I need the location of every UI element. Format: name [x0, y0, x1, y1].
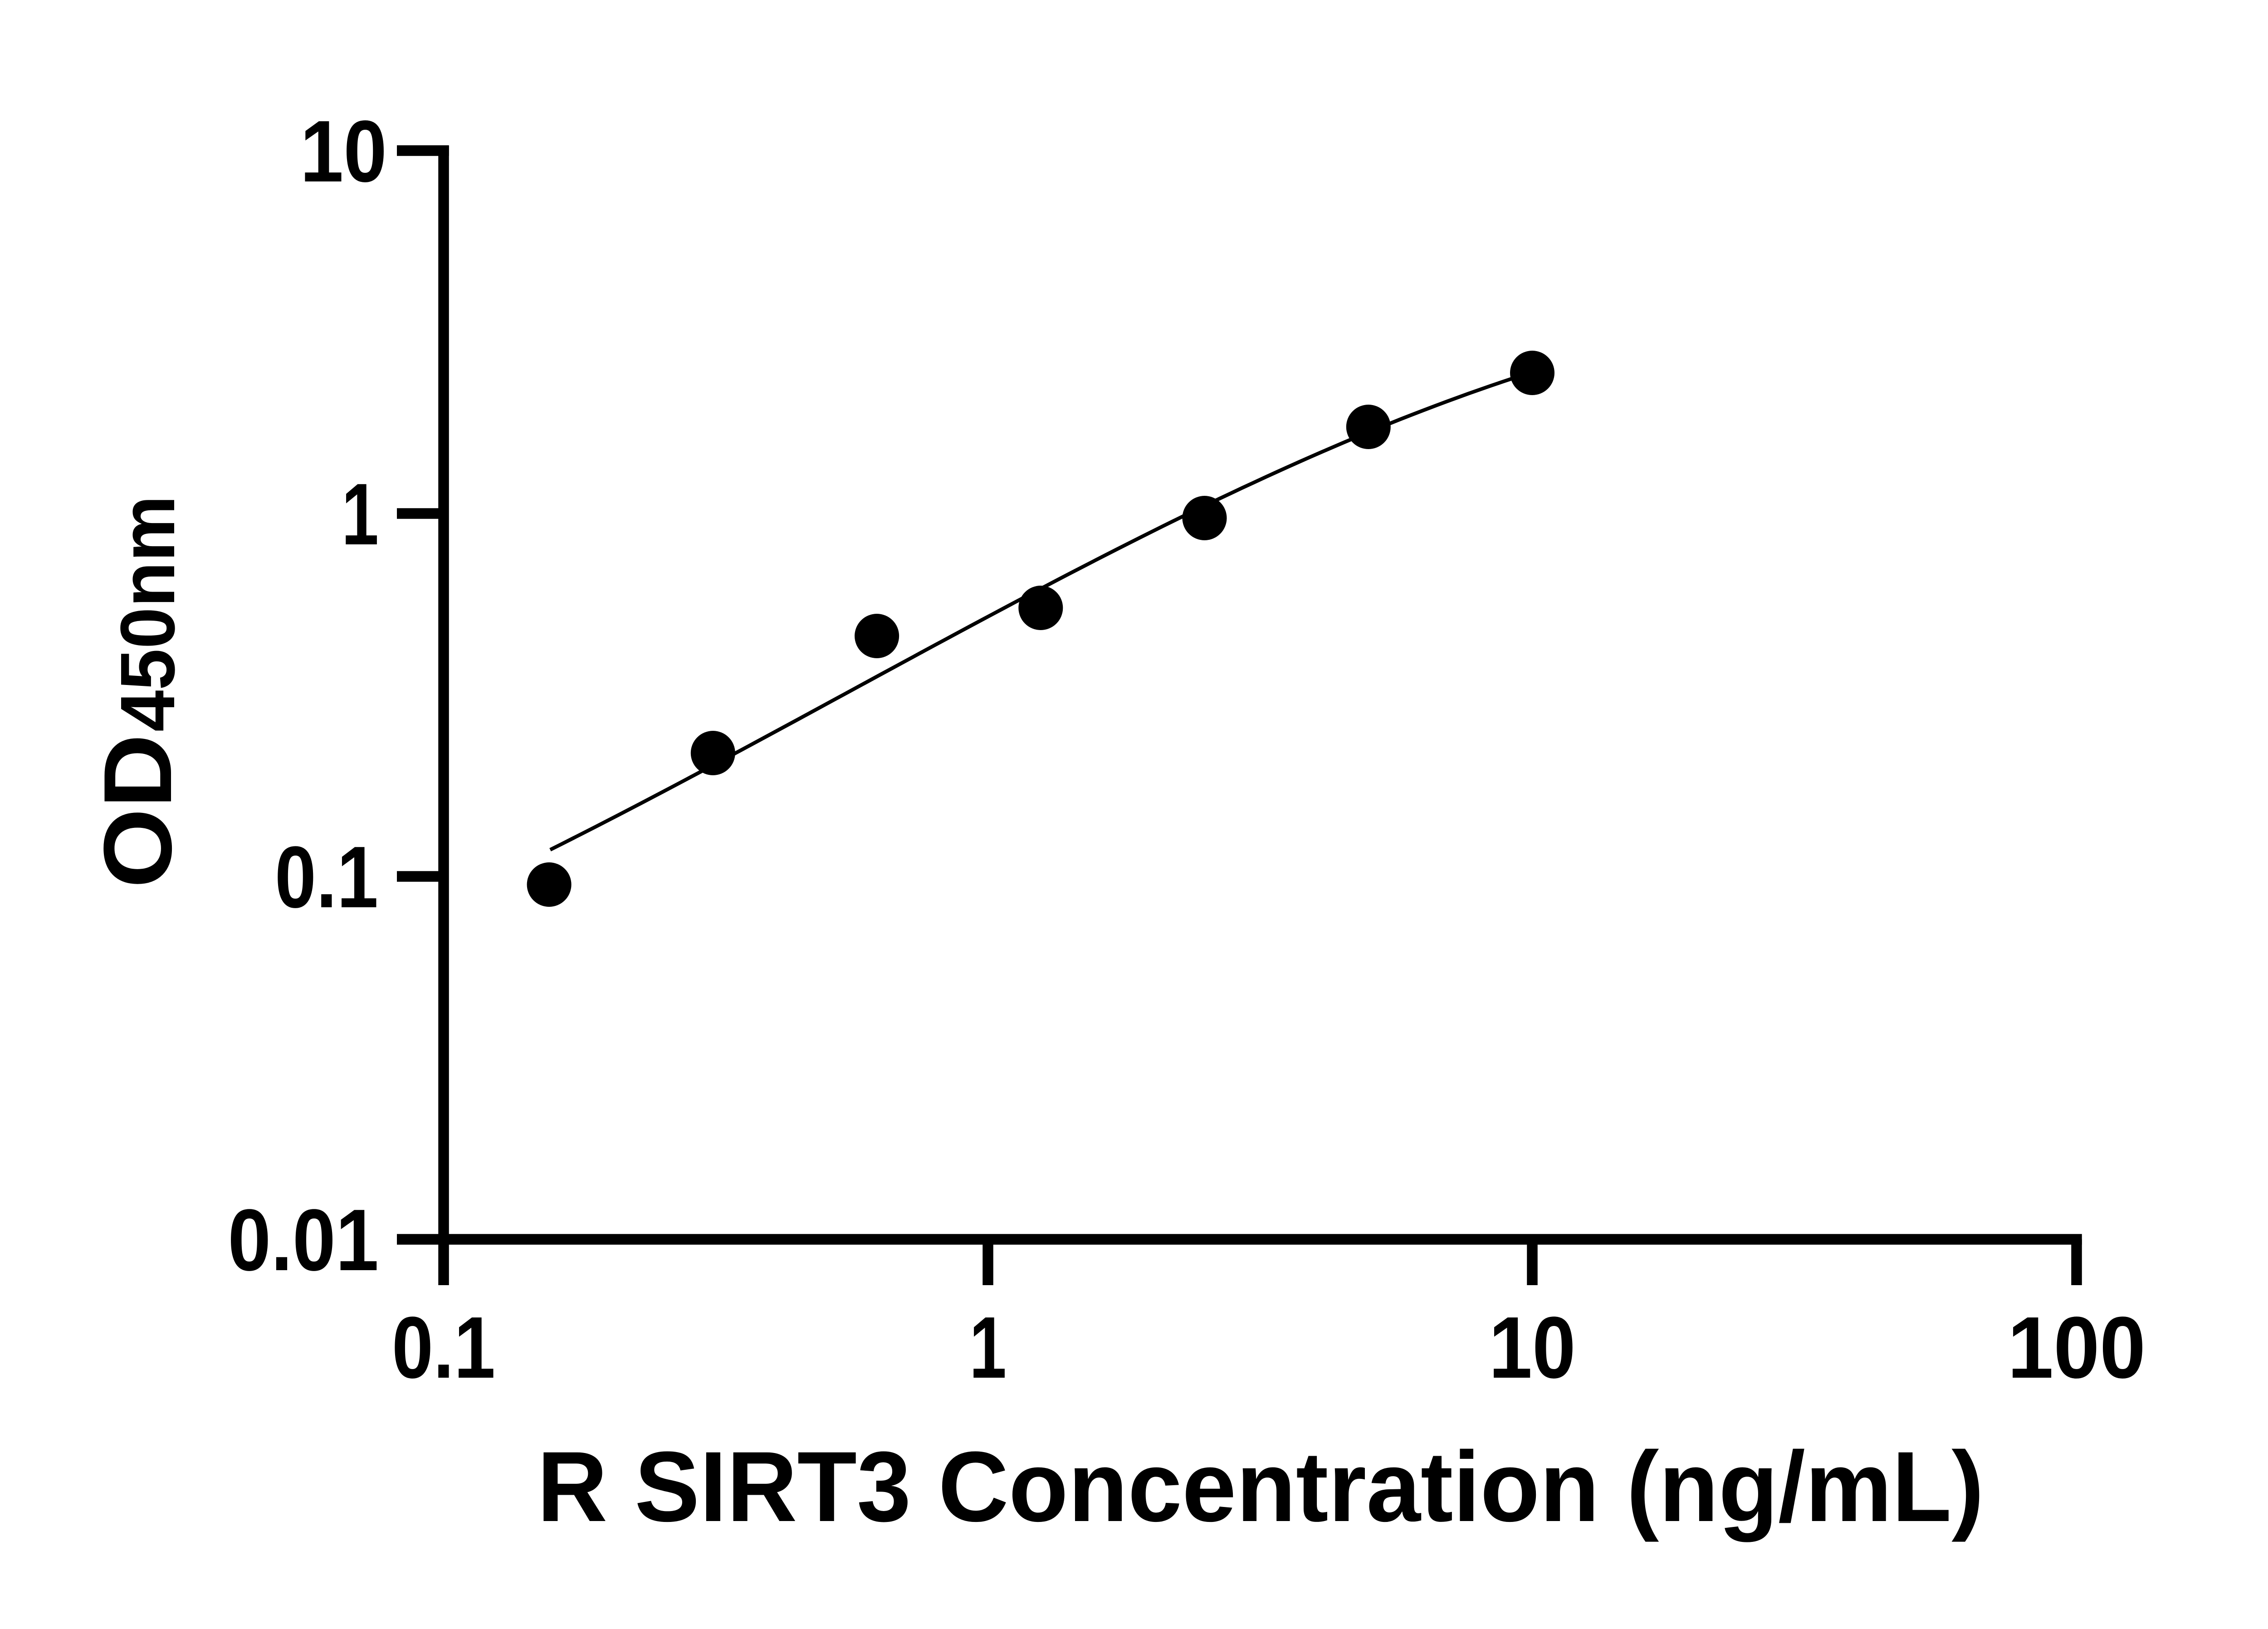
- svg-text:0.01: 0.01: [228, 1191, 379, 1289]
- svg-text:10: 10: [300, 102, 387, 200]
- svg-text:100: 100: [2008, 1298, 2146, 1396]
- svg-text:10: 10: [1489, 1298, 1575, 1396]
- svg-text:1: 1: [969, 1298, 1007, 1396]
- svg-text:0.1: 0.1: [275, 828, 378, 926]
- svg-text:1: 1: [342, 465, 379, 563]
- svg-text:R SIRT3 Concentration (ng/mL): R SIRT3 Concentration (ng/mL): [537, 1431, 1984, 1542]
- svg-text:OD: OD: [84, 734, 192, 888]
- svg-text:450nm: 450nm: [105, 495, 191, 732]
- svg-text:0.1: 0.1: [392, 1298, 495, 1396]
